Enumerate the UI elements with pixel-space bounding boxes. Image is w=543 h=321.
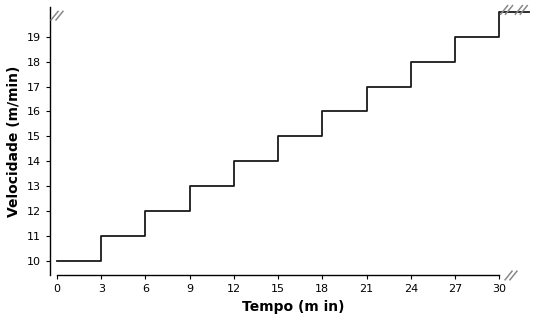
Y-axis label: Velocidade (m/min): Velocidade (m/min) [7, 65, 21, 217]
X-axis label: Tempo (m in): Tempo (m in) [242, 300, 344, 314]
